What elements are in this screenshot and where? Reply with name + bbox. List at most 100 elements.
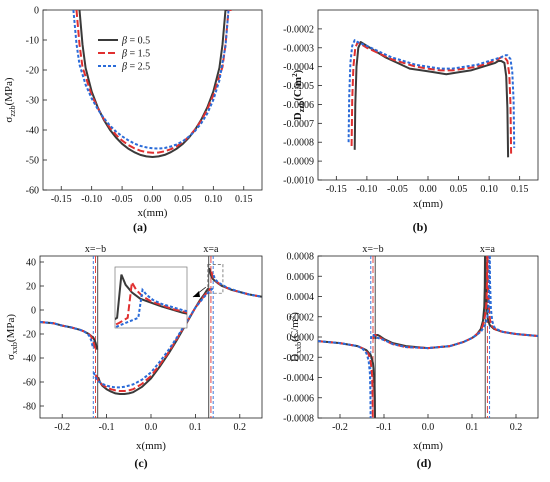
y-label-sup: 2	[291, 73, 299, 77]
y-label-unit: (MPa)	[3, 77, 15, 105]
legend-label: β = 0.5	[121, 36, 150, 47]
legend: β = 0.5 β = 1.5 β = 2.5	[98, 36, 150, 73]
x-axis-label: x(mm)	[413, 440, 443, 452]
y-tick-label: -0.0004	[283, 373, 314, 384]
series-line-3-mid	[92, 287, 214, 389]
boundary-label: x=a	[203, 244, 219, 255]
x-tick-label: 0.10	[205, 194, 223, 205]
x-tick-label: 0.2	[510, 422, 523, 433]
panel-c: -0.2 -0.1 0.0 0.1 0.2 -80 -60 -40 -20 0 20 40 x(mm) σ…	[5, 244, 263, 470]
y-tick-label: -60	[23, 378, 36, 389]
plot-area	[40, 256, 262, 418]
plot-frame	[317, 9, 539, 181]
panel-d: -0.2 -0.1 0.0 0.1 0.2 -0.0008 -0.0006 -0.0004 -0…	[283, 244, 539, 470]
y-tick-label: 0	[31, 306, 36, 317]
y-tick-label: -0.0002	[283, 24, 314, 35]
zoom-box	[207, 264, 224, 294]
y-label-main: σ	[5, 354, 17, 360]
series-line-3	[72, 10, 230, 150]
boundary-label: x=−b	[85, 244, 106, 255]
x-tick-label: 0.15	[235, 194, 253, 205]
x-tick-label: 0.00	[144, 194, 162, 205]
y-label-main: σ	[3, 117, 15, 123]
x-tick-label: 0.05	[174, 194, 192, 205]
y-tick-label: -0.0006	[283, 393, 314, 404]
y-label-unit: (C/m	[289, 319, 301, 342]
plot-frame	[317, 255, 539, 419]
panel-label: (a)	[133, 220, 147, 234]
y-tick-label: -0.0008	[283, 138, 314, 149]
series-line-2	[318, 256, 538, 418]
panel-label: (b)	[413, 220, 428, 234]
panel-b: -0.15 -0.10 -0.05 0.00 0.05 0.10 0.15 -0.0010 -0…	[283, 9, 539, 234]
inset-series-1	[115, 274, 187, 321]
y-label-sub: xxb	[294, 342, 303, 354]
legend-value: = 0.5	[127, 36, 150, 47]
y-label-main: D	[289, 354, 301, 362]
y-tick-label: -40	[23, 354, 36, 365]
y-label-sub: xxb	[10, 342, 19, 354]
y-tick-label: -0.0009	[283, 157, 314, 168]
y-label-sup: 2	[288, 315, 296, 319]
series-line-3	[347, 39, 516, 148]
x-axis-label: x(mm)	[413, 198, 443, 210]
y-tick-label: -80	[23, 402, 36, 413]
y-tick-label: -0.0007	[283, 119, 314, 130]
series-line-2-mid	[94, 287, 212, 392]
y-tick-label: -0.0003	[283, 43, 314, 54]
y-label-sub: zzb	[297, 100, 306, 112]
legend-value: = 2.5	[127, 62, 150, 73]
boundary-label: x=−b	[362, 244, 383, 255]
x-tick-label: -0.15	[326, 184, 347, 195]
x-tick-label: 0.10	[480, 184, 498, 195]
inset-plot	[115, 274, 187, 328]
legend-label: β = 2.5	[121, 62, 150, 73]
inset-series-3	[115, 287, 187, 328]
y-tick-label: -0.0005	[283, 81, 314, 92]
y-tick-label: -0.0002	[283, 353, 314, 364]
x-tick-label: 0.0	[145, 422, 158, 433]
legend-label: β = 1.5	[121, 49, 150, 60]
x-axis-label: x(mm)	[136, 440, 166, 452]
series-line-2	[350, 41, 513, 154]
y-label-close: )	[292, 69, 304, 73]
x-tick-label: -0.1	[376, 422, 392, 433]
x-tick-label: 0.1	[189, 422, 202, 433]
y-tick-label: -20	[26, 66, 39, 77]
plot-area	[347, 39, 516, 158]
y-tick-label: -50	[26, 156, 39, 167]
y-tick-label: -40	[26, 126, 39, 137]
panel-label: (d)	[417, 456, 432, 470]
y-axis-label: σzzb(MPa)	[3, 77, 17, 122]
y-tick-label: 20	[26, 282, 36, 293]
x-tick-label: -0.05	[112, 194, 133, 205]
panel-a: -0.15 -0.10 -0.05 0.00 0.05 0.10 0.15 -60 -50 -40…	[3, 6, 263, 234]
y-tick-label: -20	[23, 330, 36, 341]
series-line-1	[353, 41, 510, 158]
x-tick-label: 0.1	[466, 422, 479, 433]
x-axis-label: x(mm)	[138, 207, 168, 219]
series-line-2-left	[40, 321, 97, 349]
y-tick-label: -0.0010	[283, 176, 314, 187]
series-line-1	[318, 256, 538, 418]
x-tick-label: -0.2	[54, 422, 70, 433]
y-label-close: )	[289, 312, 301, 316]
y-tick-label: 0.0006	[287, 272, 315, 283]
legend-greek: β	[121, 62, 127, 73]
series-line-3	[318, 256, 538, 418]
y-label-sub: zzb	[8, 106, 17, 117]
y-label-unit: (MPa)	[5, 314, 17, 342]
x-tick-label: -0.2	[332, 422, 348, 433]
x-tick-label: -0.05	[387, 184, 408, 195]
y-axis-label: σxxb(MPa)	[5, 314, 19, 360]
x-tick-label: 0.2	[234, 422, 247, 433]
x-tick-label: 0.15	[511, 184, 529, 195]
y-tick-label: -60	[26, 186, 39, 197]
y-tick-label: 0	[34, 6, 39, 17]
y-tick-label: -0.0006	[283, 100, 314, 111]
y-tick-label: -0.0004	[283, 62, 314, 73]
y-label-unit: (C/m	[292, 77, 304, 101]
series-line-3-left	[40, 321, 94, 348]
y-tick-label: -30	[26, 96, 39, 107]
y-tick-label: 0.0008	[287, 252, 315, 263]
